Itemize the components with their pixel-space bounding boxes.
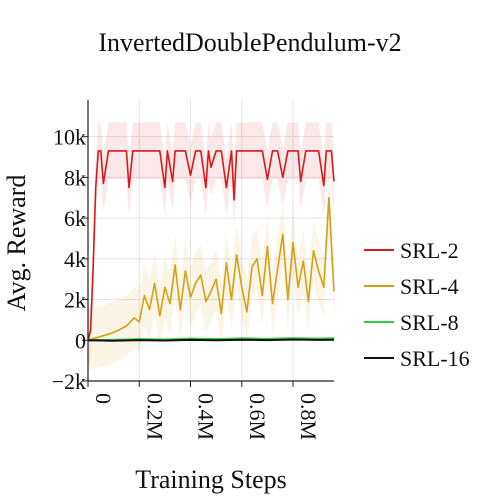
y-tick-label: 8k xyxy=(64,165,86,190)
series-line-2 xyxy=(87,196,335,342)
x-tick-label: 0.4M xyxy=(194,393,219,440)
axes xyxy=(82,100,334,387)
legend-item-2: SRL-4 xyxy=(364,274,459,299)
y-tick-label: 0 xyxy=(75,328,86,353)
legend-item-3: SRL-8 xyxy=(364,310,459,335)
y-tick-label: 4k xyxy=(64,247,86,272)
x-axis-label: Training Steps xyxy=(135,465,286,494)
y-tick-label: 6k xyxy=(64,206,86,231)
y-tick-label: 10k xyxy=(53,125,86,150)
chart-title: InvertedDoublePendulum-v2 xyxy=(98,28,401,57)
legend-label: SRL-16 xyxy=(400,346,470,371)
x-tick-label: 0.2M xyxy=(142,393,167,440)
y-axis-label: Avg. Reward xyxy=(2,175,31,312)
x-tick-label: 0 xyxy=(91,393,116,404)
legend-item-1: SRL-2 xyxy=(364,238,459,263)
series-line-4 xyxy=(87,338,335,342)
y-tick-label: 2k xyxy=(64,288,86,313)
legend-item-4: SRL-16 xyxy=(364,346,470,371)
legend-label: SRL-4 xyxy=(400,274,459,299)
variance-band-2 xyxy=(88,167,334,371)
x-tick-labels: 0 0.2M 0.4M 0.6M 0.8M xyxy=(91,393,321,440)
x-tick-label: 0.8M xyxy=(296,393,321,440)
x-tick-label: 0.6M xyxy=(245,393,270,440)
legend: SRL-2 SRL-4 SRL-8 SRL-16 xyxy=(364,238,470,371)
variance-band-1 xyxy=(88,122,334,369)
y-tick-labels: −2k 0 2k 4k 6k 8k 10k xyxy=(52,125,86,394)
y-tick-label: −2k xyxy=(52,369,86,394)
variance-bands xyxy=(88,122,334,371)
legend-label: SRL-8 xyxy=(400,310,459,335)
legend-label: SRL-2 xyxy=(400,238,459,263)
series-lines xyxy=(87,150,335,342)
series-line-1 xyxy=(87,150,335,341)
